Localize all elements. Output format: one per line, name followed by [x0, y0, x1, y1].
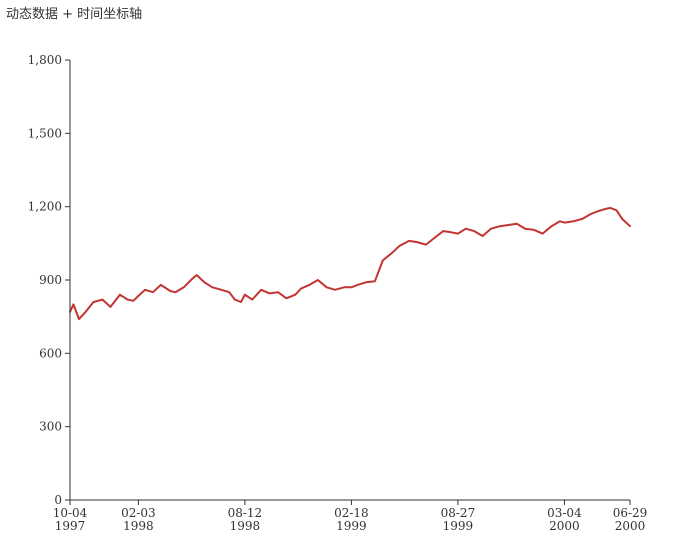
x-tick-label: 08-27 1999: [441, 506, 476, 533]
x-tick-label: 02-18 1999: [334, 506, 369, 533]
chart-title: 动态数据 + 时间坐标轴: [6, 7, 143, 22]
y-tick-label: 600: [39, 346, 62, 360]
series-layer: [69, 206, 631, 321]
series-line-0: [69, 206, 631, 321]
y-tick-label: 900: [39, 273, 62, 287]
y-tick-label: 1,500: [28, 126, 62, 140]
y-tick-label: 1,200: [28, 200, 62, 214]
x-tick-label: 10-04 1997: [53, 506, 88, 533]
x-tick-label: 08-12 1998: [228, 506, 263, 533]
x-tick-label: 03-04 2000: [547, 506, 582, 533]
y-tick-label: 1,800: [28, 53, 62, 67]
x-tick-label: 06-29 2000: [613, 506, 648, 533]
x-tick-label: 02-03 1998: [121, 506, 156, 533]
y-tick-label: 300: [39, 420, 62, 434]
y-tick-label: 0: [54, 493, 62, 507]
axis-layer: 0 300 600 900 1,200 1,500 1,800 10-04 1997 02-03 1…: [28, 53, 648, 533]
